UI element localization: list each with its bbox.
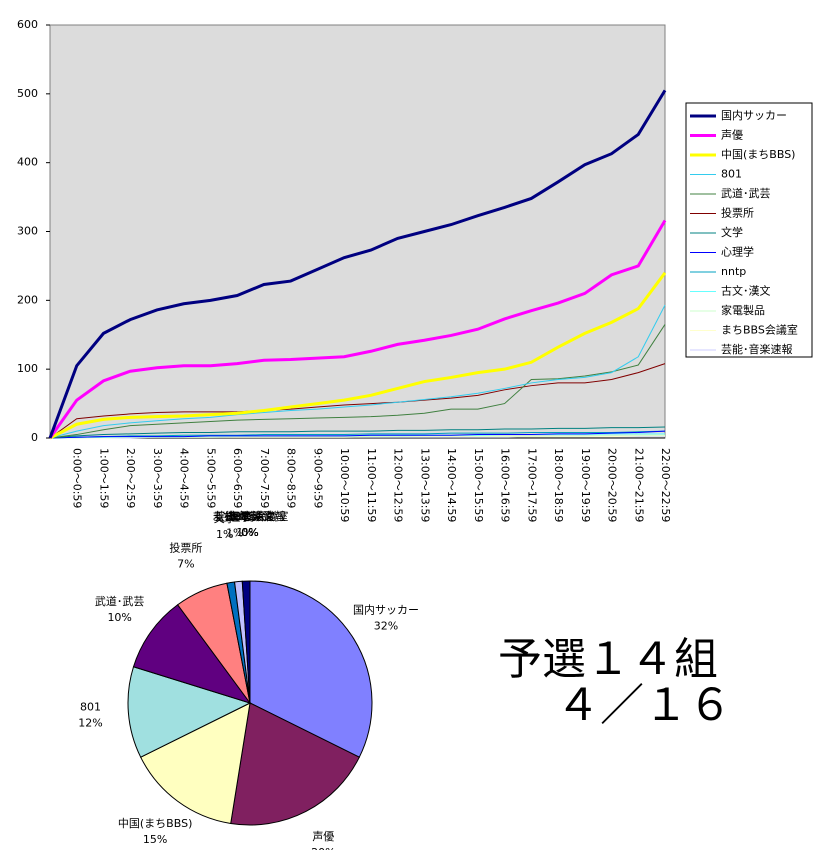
pie-value-label: 1% — [236, 526, 253, 539]
y-tick-label: 500 — [17, 87, 38, 100]
pie-label: 武道･武芸 — [95, 594, 145, 608]
x-tick-label: 6:00～6:59 — [231, 448, 244, 508]
pie-value-label: 1% — [226, 527, 243, 540]
legend-label: 中国(まちBBS) — [721, 148, 795, 161]
x-tick-label: 11:00～11:59 — [365, 448, 378, 522]
legend-label: 家電製品 — [721, 303, 765, 317]
x-tick-label: 9:00～9:59 — [311, 448, 324, 508]
x-tick-label: 20:00～20:59 — [606, 448, 619, 522]
pie-label: 古文･漢文 — [225, 509, 275, 523]
pie-value-label: 15% — [143, 833, 167, 846]
legend-label: 古文･漢文 — [721, 284, 771, 298]
pie-label: 中国(まちBBS) — [118, 817, 192, 830]
series-line — [49, 271, 667, 440]
pie-label: 家電製品 — [228, 509, 272, 523]
pie-label: 声優 — [312, 829, 334, 843]
pie-slice — [230, 702, 360, 826]
x-tick-label: 21:00～21:59 — [632, 448, 645, 522]
x-tick-label: 3:00～3:59 — [151, 448, 164, 508]
y-tick-label: 100 — [17, 362, 38, 375]
y-tick-label: 0 — [31, 431, 38, 444]
series-line — [49, 426, 666, 439]
y-tick-label: 300 — [17, 225, 38, 238]
y-tick-label: 400 — [17, 156, 38, 169]
legend-label: 文学 — [721, 225, 743, 239]
legend-label: まちBBS会議室 — [721, 323, 798, 337]
pie-value-label: 12% — [78, 717, 102, 730]
legend — [685, 102, 813, 358]
series-line — [48, 219, 667, 439]
pie-label: 801 — [80, 701, 101, 714]
y-tick-label: 600 — [17, 18, 38, 31]
pie-label: 投票所 — [169, 540, 202, 554]
annotation: ４／１６ — [556, 680, 732, 731]
pie-label: まちBBS会議室 — [212, 509, 289, 523]
plot-area — [49, 24, 666, 439]
pie-label: 国内サッカー — [353, 603, 419, 617]
x-tick-label: 7:00～7:59 — [258, 448, 271, 508]
pie-value-label: 0% — [241, 526, 258, 539]
x-tick-label: 17:00～17:59 — [525, 448, 538, 522]
legend-label: 芸能･音楽速報 — [721, 342, 793, 356]
x-tick-label: 13:00～13:59 — [418, 448, 431, 522]
x-tick-label: 15:00～15:59 — [472, 448, 485, 522]
x-tick-label: 2:00～2:59 — [124, 448, 137, 508]
pie-label: 文学 — [214, 511, 236, 525]
y-tick-label: 200 — [17, 293, 38, 306]
pie-value-label: 7% — [177, 557, 194, 570]
x-tick-label: 18:00～18:59 — [552, 448, 565, 522]
pie-value-label: 0% — [241, 526, 258, 539]
x-tick-label: 14:00～14:59 — [445, 448, 458, 522]
pie-label: nntp — [232, 510, 257, 523]
legend-label: 国内サッカー — [721, 108, 787, 122]
pie-value-label: 0% — [241, 526, 258, 539]
x-tick-label: 5:00～5:59 — [204, 448, 217, 508]
pie-slice — [127, 666, 252, 758]
legend-label: 武道･武芸 — [721, 186, 771, 200]
x-tick-label: 0:00～0:59 — [71, 448, 84, 508]
series-line — [48, 89, 667, 439]
legend-label: 投票所 — [721, 206, 754, 220]
series-line — [49, 430, 666, 439]
pie-label: 芸能･音楽速報 — [214, 509, 286, 523]
pie-value-label: 20% — [311, 846, 335, 850]
pie-value-label: 32% — [374, 620, 398, 633]
x-tick-label: 22:00～22:59 — [659, 448, 672, 522]
annotation: 予選１４組 — [498, 634, 718, 685]
series-line — [49, 304, 666, 439]
x-tick-label: 19:00～19:59 — [579, 448, 592, 522]
x-tick-label: 10:00～10:59 — [338, 448, 351, 522]
pie-label: 心理学 — [218, 510, 251, 524]
pie-value-label: 10% — [107, 611, 131, 624]
legend-label: 心理学 — [721, 245, 754, 259]
x-tick-label: 16:00～16:59 — [499, 448, 512, 522]
pie-slice — [132, 604, 252, 704]
x-tick-label: 12:00～12:59 — [392, 448, 405, 522]
x-tick-label: 1:00～1:59 — [97, 448, 110, 508]
legend-label: 声優 — [721, 128, 743, 142]
x-tick-label: 4:00～4:59 — [178, 448, 191, 508]
series-line — [49, 324, 666, 439]
x-tick-label: 8:00～8:59 — [285, 448, 298, 508]
pie-slice — [249, 580, 373, 758]
series-line — [49, 363, 666, 439]
pie-slice — [140, 702, 251, 825]
series-line — [49, 430, 666, 439]
pie-value-label: 1% — [216, 528, 233, 541]
legend-label: 801 — [721, 168, 742, 181]
pie-value-label: 0% — [241, 526, 258, 539]
series-line — [50, 434, 665, 439]
legend-label: nntp — [721, 265, 746, 278]
